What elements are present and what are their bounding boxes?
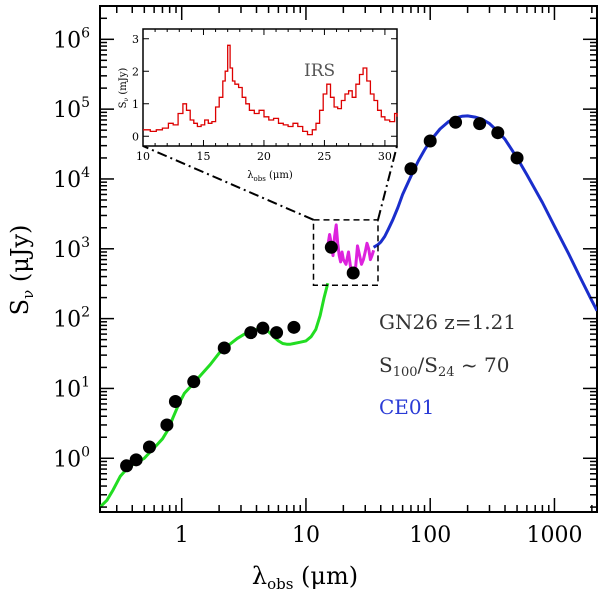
y-tick-label: 100 xyxy=(53,444,90,472)
inset-y-tick-label: 1 xyxy=(132,98,139,111)
x-tick-label: 1 xyxy=(175,523,189,548)
y-tick-label: 102 xyxy=(53,305,90,333)
object-annotation: GN26 z=1.21 xyxy=(379,310,516,334)
zoom-box xyxy=(312,219,379,287)
inset-y-axis-title: Sν (mJy) xyxy=(118,68,130,109)
data-point xyxy=(129,453,143,467)
data-point xyxy=(168,395,182,409)
irs-zoom-lines xyxy=(142,145,398,287)
ratio-annotation: S100/S24 ~ 70 xyxy=(379,353,509,380)
model-curves xyxy=(100,114,597,509)
data-point xyxy=(491,126,505,140)
inset-x-tick-label: 10 xyxy=(136,150,150,163)
inset-x-tick-label: 30 xyxy=(378,150,392,163)
data-point xyxy=(423,134,437,148)
data-point xyxy=(270,326,284,340)
data-point xyxy=(187,375,201,389)
inset-x-tick-label: 20 xyxy=(257,150,271,163)
data-point xyxy=(346,266,360,280)
data-point xyxy=(160,418,174,432)
inset-spectrum-line xyxy=(143,44,398,136)
irs-inset: 10 15 20 25 30 0 1 2 3 IRS λobs (μm) Sν (mJy) xyxy=(118,28,398,183)
zoom-line-right xyxy=(377,145,398,221)
data-point xyxy=(287,320,301,334)
data-point xyxy=(473,117,487,131)
series-ce01 xyxy=(372,114,597,312)
data-point xyxy=(217,341,231,355)
inset-x-axis-title: λobs (μm) xyxy=(247,170,293,183)
x-tick-label: 1000 xyxy=(526,523,582,548)
zoom-line-left xyxy=(142,145,314,221)
template-annotation: CE01 xyxy=(379,395,434,419)
y-tick-label: 104 xyxy=(53,165,90,193)
inset-y-tick-label: 2 xyxy=(132,65,139,78)
inset-spectrum xyxy=(143,44,398,136)
y-tick-label: 101 xyxy=(53,374,90,402)
x-tick-label: 100 xyxy=(409,523,451,548)
inset-label: IRS xyxy=(304,61,335,81)
inset-x-tick-label: 25 xyxy=(317,150,331,163)
x-tick-label: 10 xyxy=(292,523,320,548)
y-tick-label: 105 xyxy=(53,95,90,123)
y-axis-title: Sν (μJy) xyxy=(6,225,37,316)
y-tick-label: 103 xyxy=(53,235,90,263)
data-point xyxy=(142,440,156,454)
series-optical-nir-template xyxy=(100,282,330,509)
inset-y-tick-label: 0 xyxy=(132,130,139,143)
data-point xyxy=(120,459,134,473)
x-axis-title: λobs (μm) xyxy=(252,562,358,593)
data-point xyxy=(256,321,270,335)
data-point xyxy=(324,240,338,254)
photometry-points xyxy=(120,115,524,473)
inset-x-tick-label: 15 xyxy=(196,150,210,163)
y-tick-label: 106 xyxy=(53,25,90,53)
series-irs-spectrum xyxy=(326,223,376,277)
data-point xyxy=(244,326,258,340)
data-point xyxy=(510,151,524,165)
data-point xyxy=(449,115,463,129)
data-point xyxy=(404,162,418,176)
inset-ticks: 10 15 20 25 30 0 1 2 3 xyxy=(132,29,398,163)
inset-y-tick-label: 3 xyxy=(132,33,139,46)
